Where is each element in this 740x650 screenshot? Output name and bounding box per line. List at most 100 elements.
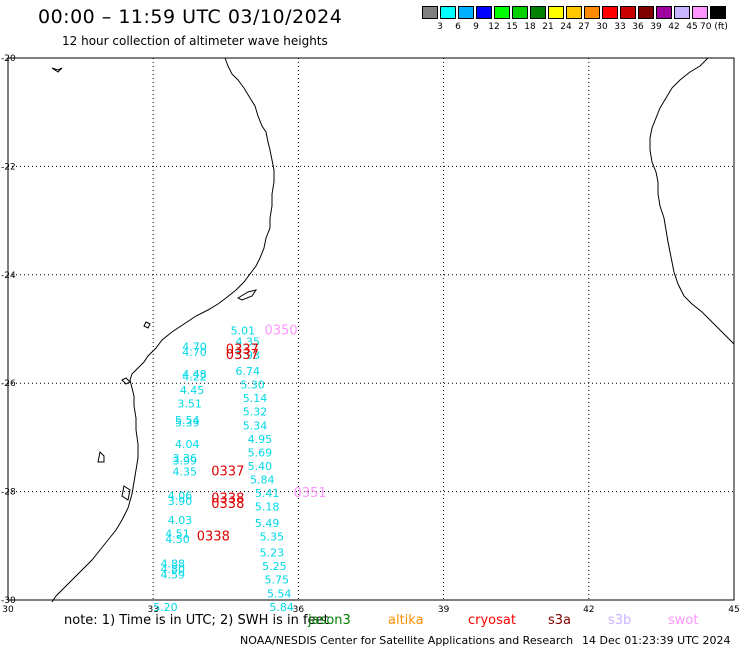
wave-height-value: 5.35 bbox=[260, 530, 285, 543]
scale-tick-label: 45 bbox=[686, 22, 698, 32]
wave-height-value: 5.39 bbox=[175, 417, 200, 430]
map-subtitle: 12 hour collection of altimeter wave hei… bbox=[62, 34, 328, 48]
legend-altika: altika bbox=[388, 613, 424, 628]
wave-height-value: 3.99 bbox=[173, 455, 198, 468]
scale-tick-label: 15 bbox=[506, 22, 518, 32]
scale-swatch bbox=[494, 6, 510, 19]
lon-tick-label: 30 bbox=[2, 605, 14, 615]
map-title: 00:00 – 11:59 UTC 03/10/2024 bbox=[38, 6, 343, 28]
legend-s3a: s3a bbox=[548, 613, 572, 628]
scale-tick-label: 6 bbox=[455, 22, 461, 32]
scale-swatch bbox=[692, 6, 708, 19]
scale-tick-label: 42 bbox=[668, 22, 680, 32]
wave-height-value: 5.84 bbox=[269, 601, 294, 614]
scale-swatch bbox=[548, 6, 564, 19]
lon-tick-label: 33 bbox=[147, 605, 158, 615]
wave-height-value: 5.84 bbox=[250, 473, 275, 486]
scale-tick-label: 70 (ft) bbox=[700, 22, 728, 32]
scale-tick-label: 36 bbox=[632, 22, 644, 32]
scale-tick-label: 30 bbox=[596, 22, 608, 32]
pass-time-label: 0351 bbox=[294, 486, 327, 501]
wave-height-value: 4.59 bbox=[160, 568, 185, 581]
scale-swatch bbox=[530, 6, 546, 19]
pass-time-label: 0338 bbox=[197, 529, 230, 544]
wave-height-value: 5.40 bbox=[248, 460, 273, 473]
footer-credit: NOAA/NESDIS Center for Satellite Applica… bbox=[240, 634, 574, 647]
wave-height-value: 4.45 bbox=[180, 384, 205, 397]
wave-height-value: 3.36 bbox=[173, 452, 198, 465]
wave-height-value: 5.18 bbox=[255, 501, 280, 514]
wave-height-values: 5.014.354.704.70 5.936.744.484.225.304.45… bbox=[153, 324, 294, 613]
wave-height-color-scale: 3 6 9 12 15 18 21 24 27 30 33 36 39 42 45 70 (ft) bbox=[422, 6, 732, 36]
scale-tick-label: 24 bbox=[560, 22, 572, 32]
wave-height-value: 5.01 bbox=[231, 324, 256, 337]
wave-height-value: 6.74 bbox=[235, 365, 259, 378]
wave-height-value: 4.50 bbox=[165, 533, 190, 546]
scale-swatch bbox=[638, 6, 654, 19]
scale-swatch bbox=[512, 6, 528, 19]
scale-swatch bbox=[422, 6, 438, 19]
wave-height-value: 4.70 bbox=[182, 346, 207, 359]
wave-height-value: 3.51 bbox=[177, 398, 202, 411]
scale-tick-label: 27 bbox=[578, 22, 590, 32]
wave-height-value: 4.04 bbox=[175, 438, 200, 451]
map-frame bbox=[7, 57, 735, 601]
wave-height-value: 4.95 bbox=[248, 433, 273, 446]
lon-tick-label: 39 bbox=[438, 605, 450, 615]
scale-swatch bbox=[566, 6, 582, 19]
lat-lon-grid: 30 33 36 39 42 45-20-22-24-26-28-30 bbox=[1, 54, 740, 615]
scale-swatch bbox=[440, 6, 456, 19]
lon-tick-label: 42 bbox=[583, 605, 594, 615]
wave-height-value: 5.75 bbox=[265, 574, 290, 587]
wave-height-value: 4.51 bbox=[165, 528, 190, 541]
wave-height-value: 4.03 bbox=[168, 514, 193, 527]
wave-height-value: 5.54 bbox=[267, 587, 292, 600]
wave-height-value: 5.34 bbox=[243, 419, 267, 432]
lat-tick-label: -30 bbox=[1, 596, 16, 606]
scale-tick-label: 33 bbox=[614, 22, 626, 32]
scale-swatch bbox=[458, 6, 474, 19]
wave-height-value: 5.49 bbox=[255, 517, 280, 530]
scale-swatch bbox=[476, 6, 492, 19]
pass-time-label: 0338 bbox=[211, 491, 244, 506]
lon-tick-label: 36 bbox=[293, 605, 305, 615]
footer-note: note: 1) Time is in UTC; 2) SWH is in fe… bbox=[64, 613, 329, 628]
wave-height-value: 4.48 bbox=[182, 368, 207, 381]
wave-height-value: 3.90 bbox=[168, 495, 193, 508]
wave-height-value: 5.32 bbox=[243, 406, 267, 419]
pass-time-label: 0338 bbox=[211, 497, 244, 512]
scale-tick-label: 39 bbox=[650, 22, 662, 32]
pass-time-label: 0337 bbox=[211, 464, 244, 479]
scale-tick-label: 18 bbox=[524, 22, 536, 32]
wave-height-value: 5.30 bbox=[240, 379, 265, 392]
scale-swatch bbox=[602, 6, 618, 19]
scale-tick-label: 21 bbox=[542, 22, 554, 32]
legend-swot: swot bbox=[668, 613, 699, 628]
wave-height-value: 4.80 bbox=[160, 563, 185, 576]
wave-height-value: 5.54 bbox=[175, 414, 200, 427]
wave-height-value: 5.69 bbox=[248, 446, 273, 459]
wave-height-value: 5.20 bbox=[153, 601, 178, 614]
wave-height-value: 5.23 bbox=[260, 547, 285, 560]
wave-height-value: 4.88 bbox=[160, 557, 185, 570]
lon-tick-label: 45 bbox=[728, 605, 739, 615]
wave-height-value: 4.06 bbox=[168, 490, 193, 503]
wave-height-value: 4.35 bbox=[235, 335, 259, 348]
scale-swatch bbox=[674, 6, 690, 19]
wave-height-value: 4.70 bbox=[182, 341, 207, 354]
wave-height-value: 5.41 bbox=[255, 487, 280, 500]
scale-swatch bbox=[656, 6, 672, 19]
scale-swatch bbox=[584, 6, 600, 19]
coastline bbox=[51, 57, 735, 603]
wave-height-value: 4.22 bbox=[182, 370, 207, 383]
wave-height-value: 5.25 bbox=[262, 560, 287, 573]
scale-tick-label: 3 bbox=[437, 22, 443, 32]
pass-time-label: 0337 bbox=[226, 348, 259, 363]
wave-height-value: 4.35 bbox=[173, 465, 198, 478]
footer-timestamp: 14 Dec 01:23:39 UTC 2024 bbox=[582, 634, 731, 647]
legend-jason3: jason3 bbox=[308, 613, 351, 628]
legend-cryosat: cryosat bbox=[468, 613, 516, 628]
pass-time-label: 0350 bbox=[265, 323, 298, 338]
